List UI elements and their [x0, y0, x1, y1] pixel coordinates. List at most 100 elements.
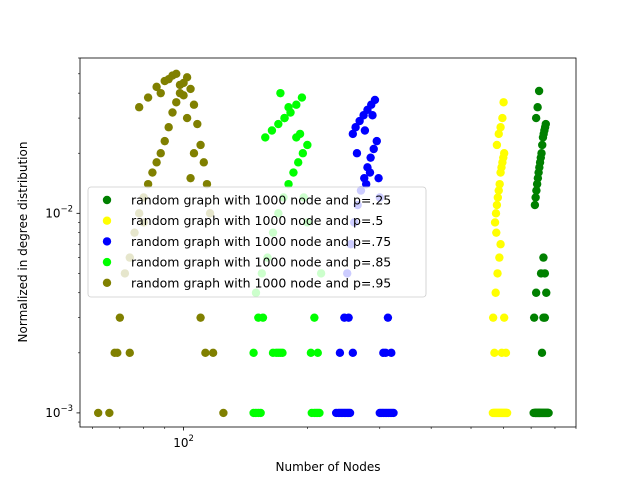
data-point-series-2: [498, 113, 507, 123]
data-point-series-1: [537, 149, 546, 158]
data-point-series-4: [294, 158, 303, 167]
data-point-series-5: [156, 149, 165, 158]
data-point-series-3: [369, 144, 378, 154]
data-point-series-1: [531, 193, 540, 202]
data-point-series-1: [538, 140, 547, 150]
data-point-series-2: [488, 313, 498, 322]
data-point-series-2: [492, 200, 502, 210]
data-point-series-4: [258, 313, 268, 322]
legend-marker: [102, 195, 112, 205]
data-point-series-4: [292, 100, 301, 109]
legend-marker: [102, 237, 112, 246]
data-point-series-4: [276, 88, 285, 98]
data-point-series-5: [143, 93, 153, 102]
legend-box: [87, 186, 427, 298]
data-point-series-1: [530, 200, 540, 210]
data-point-series-2: [495, 179, 504, 189]
data-point-series-5: [105, 408, 114, 418]
data-point-series-4: [313, 348, 322, 358]
data-point-series-4: [280, 113, 289, 123]
data-point-series-2: [494, 186, 503, 195]
data-point-series-2: [496, 123, 505, 132]
data-point-series-1: [531, 113, 541, 123]
data-point-series-2: [491, 209, 501, 218]
data-point-series-5: [189, 100, 199, 109]
data-point-series-2: [493, 269, 502, 278]
data-point-series-5: [93, 408, 103, 418]
legend-label: random graph with 1000 node and p=.5: [131, 213, 383, 228]
data-point-series-1: [531, 288, 541, 297]
data-point-series-5: [172, 98, 181, 107]
data-point-series-4: [289, 168, 298, 177]
data-point-series-3: [360, 126, 370, 135]
data-point-series-4: [249, 348, 258, 358]
data-point-series-4: [297, 93, 307, 102]
data-point-series-3: [368, 111, 377, 120]
data-point-series-5: [182, 113, 192, 123]
data-point-series-3: [344, 313, 353, 322]
data-point-series-2: [492, 140, 502, 150]
data-point-series-5: [189, 149, 199, 158]
data-point-series-3: [366, 153, 375, 162]
data-point-series-3: [365, 168, 375, 177]
data-point-series-2: [502, 408, 512, 418]
data-point-series-2: [495, 253, 504, 262]
data-point-series-5: [175, 80, 185, 90]
data-point-series-4: [295, 129, 305, 139]
data-point-series-5: [182, 73, 192, 82]
data-point-series-5: [219, 408, 228, 418]
data-point-series-5: [134, 103, 144, 112]
legend-label: random graph with 1000 node and p=.85: [131, 255, 391, 270]
legend-marker: [102, 216, 112, 225]
data-point-series-5: [193, 119, 202, 129]
data-point-series-1: [532, 186, 541, 195]
data-point-series-5: [143, 179, 153, 189]
data-point-series-4: [284, 179, 293, 189]
data-point-series-5: [172, 69, 181, 79]
data-point-series-3: [372, 136, 381, 146]
data-point-series-5: [186, 173, 195, 183]
data-point-series-1: [540, 313, 550, 322]
data-point-series-4: [306, 348, 316, 358]
legend-marker: [102, 257, 112, 267]
data-point-series-5: [208, 348, 218, 358]
data-point-series-3: [389, 408, 398, 418]
legend-label: random graph with 1000 node and p=.25: [131, 193, 391, 208]
data-point-series-3: [387, 348, 396, 358]
data-point-series-2: [499, 98, 508, 107]
data-point-series-4: [274, 119, 283, 129]
data-point-series-5: [202, 179, 212, 189]
data-point-series-5: [164, 74, 173, 84]
data-point-series-1: [544, 408, 553, 418]
data-point-series-4: [278, 348, 287, 358]
x-axis-label: Number of Nodes: [276, 460, 381, 474]
data-point-series-3: [348, 348, 358, 358]
data-point-series-1: [540, 269, 550, 278]
data-point-series-2: [496, 240, 505, 249]
data-point-series-4: [303, 140, 312, 150]
data-point-series-4: [256, 408, 265, 418]
data-point-series-3: [351, 123, 360, 132]
data-point-series-4: [261, 133, 270, 142]
data-point-series-5: [156, 88, 165, 98]
data-point-series-2: [491, 288, 500, 297]
data-point-series-3: [374, 173, 383, 183]
data-point-series-5: [179, 91, 188, 100]
data-point-series-2: [499, 313, 509, 322]
legend-label: random graph with 1000 node and p=.95: [131, 275, 391, 290]
data-point-series-5: [164, 123, 173, 132]
data-point-series-1: [542, 288, 551, 297]
data-point-series-4: [315, 408, 324, 418]
data-point-series-1: [539, 253, 548, 262]
data-point-series-3: [361, 179, 371, 189]
legend-label: random graph with 1000 node and p=.75: [131, 234, 391, 249]
y-axis-label: Normalized in degree distribution: [16, 142, 30, 343]
legend: random graph with 1000 node and p=.25 ran…: [87, 186, 427, 298]
data-point-series-5: [201, 348, 210, 358]
data-point-series-3: [348, 129, 358, 139]
data-point-series-3: [370, 95, 380, 105]
data-point-series-5: [125, 348, 134, 358]
data-point-series-5: [148, 168, 157, 177]
data-point-series-4: [284, 103, 293, 112]
